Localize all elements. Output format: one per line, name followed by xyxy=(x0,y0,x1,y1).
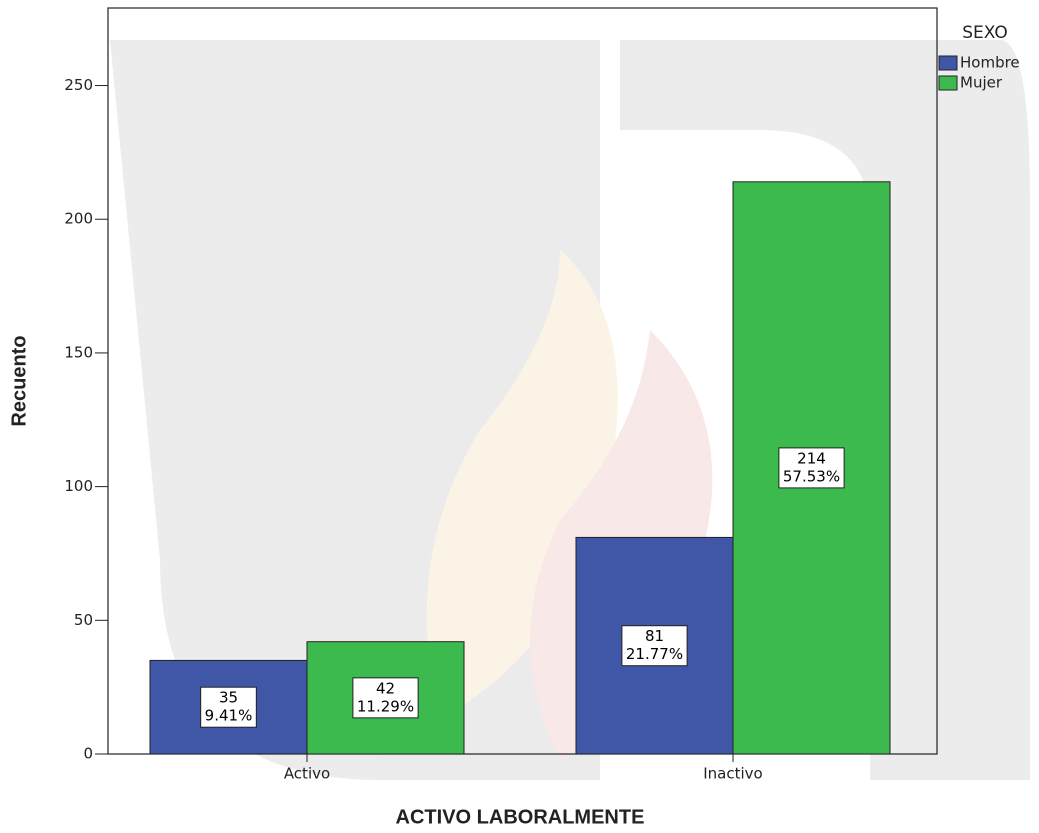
data-label-box xyxy=(778,447,845,489)
data-label-box xyxy=(200,686,257,728)
y-tick-label: 250 xyxy=(64,76,93,94)
x-tick-label: Activo xyxy=(284,765,330,783)
y-tick-label: 200 xyxy=(64,210,93,228)
data-label-count: 42 xyxy=(376,679,395,697)
data-label-count: 214 xyxy=(797,449,826,467)
x-tick-label: Inactivo xyxy=(703,765,762,783)
y-tick-label: 100 xyxy=(64,477,93,495)
data-label-percent: 11.29% xyxy=(357,697,414,715)
legend-label: Hombre xyxy=(960,54,1020,72)
plot-frame xyxy=(107,7,938,755)
data-label-percent: 9.41% xyxy=(205,707,253,725)
y-tick-label: 150 xyxy=(64,343,93,361)
y-axis-title: Recuento xyxy=(8,335,30,426)
data-label-box xyxy=(621,625,688,667)
legend-swatch xyxy=(938,55,958,71)
data-label-count: 81 xyxy=(645,627,664,645)
legend-title: SEXO xyxy=(962,23,1007,43)
data-label: 359.41% xyxy=(200,686,257,728)
data-label-box xyxy=(352,677,419,719)
legend-label: Mujer xyxy=(960,74,1003,92)
y-tick-label: 50 xyxy=(74,611,93,629)
y-tick-label: 0 xyxy=(83,745,93,763)
x-axis-title: ACTIVO LABORALMENTE xyxy=(396,806,645,828)
data-label-percent: 21.77% xyxy=(626,645,683,663)
data-label-percent: 57.53% xyxy=(783,467,840,485)
data-label-count: 35 xyxy=(219,689,238,707)
legend-swatch xyxy=(938,75,958,91)
